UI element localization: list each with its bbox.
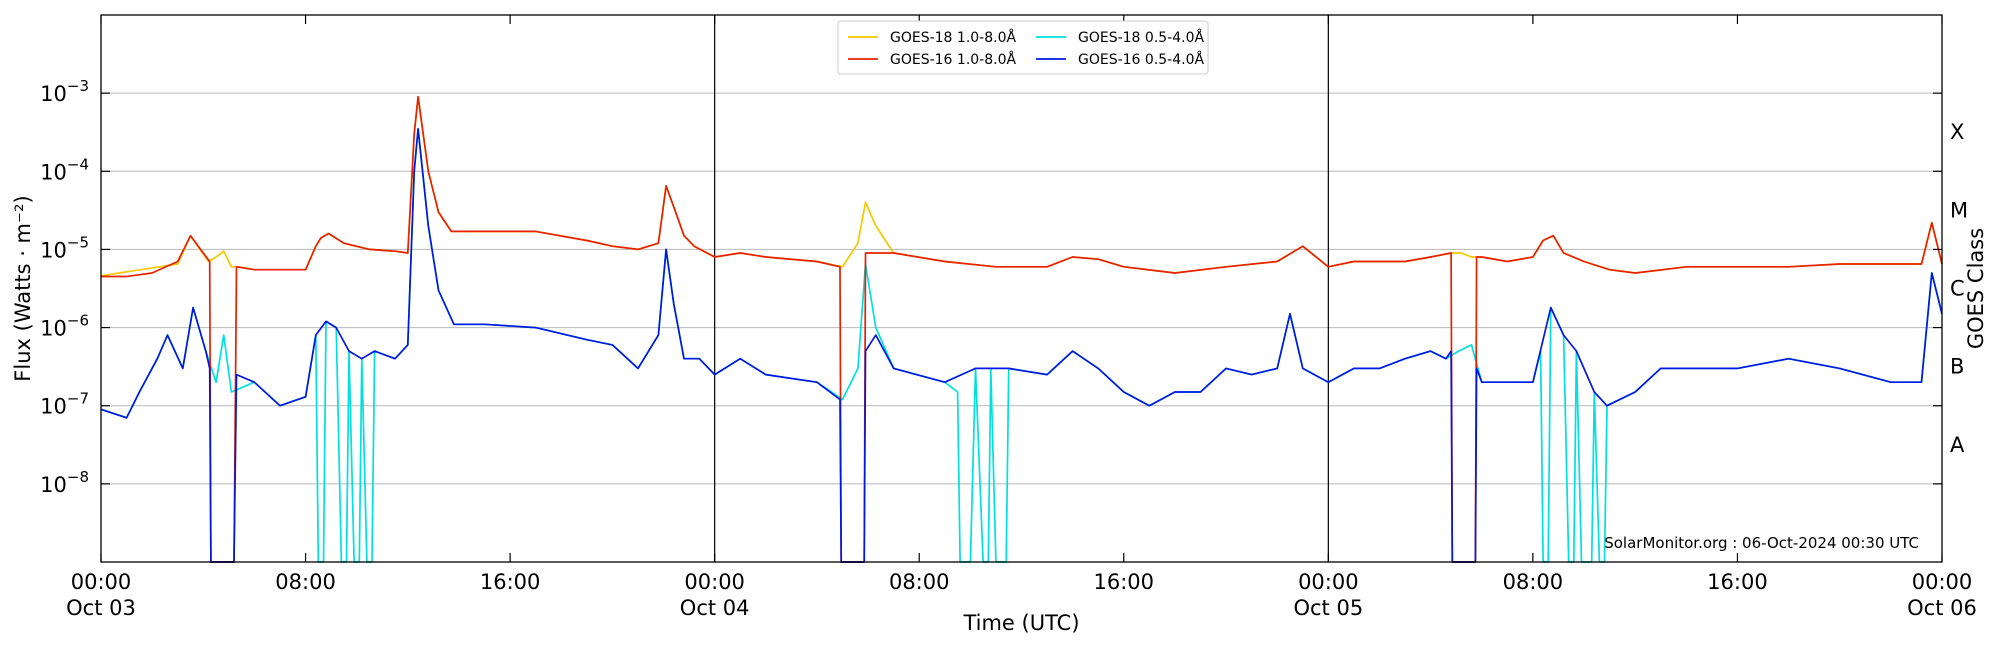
y-tick-label: 10−6 <box>40 312 89 341</box>
legend-label: GOES-16 1.0-8.0Å <box>890 51 1016 68</box>
source-annotation: SolarMonitor.org : 06-Oct-2024 00:30 UTC <box>1604 534 1919 552</box>
x-tick-label-time: 00:00 <box>684 570 745 594</box>
y-tick-label: 10−7 <box>40 390 89 419</box>
series-line-1 <box>101 95 1943 563</box>
x-tick-label-time: 00:00 <box>71 570 132 594</box>
x-tick-label-time: 00:00 <box>1912 570 1973 594</box>
x-tick-label-time: 08:00 <box>889 570 950 594</box>
goes-class-label: X <box>1950 120 1964 144</box>
x-tick-label-time: 08:00 <box>275 570 336 594</box>
x-tick-label-time: 16:00 <box>1707 570 1768 594</box>
y-tick-label: 10−3 <box>40 77 89 106</box>
y-axis-label: Flux (Watts · m⁻²) <box>11 195 35 381</box>
y-tick-label: 10−8 <box>40 468 89 497</box>
x-tick-label-time: 08:00 <box>1503 570 1564 594</box>
x-tick-label-time: 16:00 <box>1094 570 1155 594</box>
goes-class-label: A <box>1950 433 1965 457</box>
y-tick-label: 10−5 <box>40 233 89 262</box>
day-separator-lines <box>714 15 1329 562</box>
x-tick-label-time: 16:00 <box>480 570 541 594</box>
x-tick-label-date: Oct 03 <box>66 596 136 620</box>
series-lines <box>100 95 1943 563</box>
legend-box <box>837 20 1209 75</box>
x-tick-label-date: Oct 05 <box>1293 596 1363 620</box>
legend-label: GOES-16 0.5-4.0Å <box>1078 51 1204 68</box>
goes-class-label: M <box>1950 198 1968 222</box>
x-tick-label-time: 00:00 <box>1298 570 1359 594</box>
series-line-3 <box>100 127 1943 563</box>
legend-label: GOES-18 1.0-8.0Å <box>890 29 1016 46</box>
goes-class-label: B <box>1950 355 1964 379</box>
legend-label: GOES-18 0.5-4.0Å <box>1078 29 1204 46</box>
plot-frame <box>100 14 1943 563</box>
x-axis-label: Time (UTC) <box>962 611 1079 635</box>
grid-lines <box>101 92 1942 485</box>
x-tick-label-date: Oct 04 <box>680 596 750 620</box>
x-tick-label-date: Oct 06 <box>1907 596 1977 620</box>
goes-class-axis-label: GOES Class <box>1964 228 1988 349</box>
y-tick-label: 10−4 <box>40 155 89 184</box>
series-line-2 <box>100 127 1943 563</box>
legend: GOES-18 1.0-8.0Å GOES-16 1.0-8.0Å GOES-18 … <box>837 20 1209 75</box>
goes-class-label: C <box>1950 277 1965 301</box>
